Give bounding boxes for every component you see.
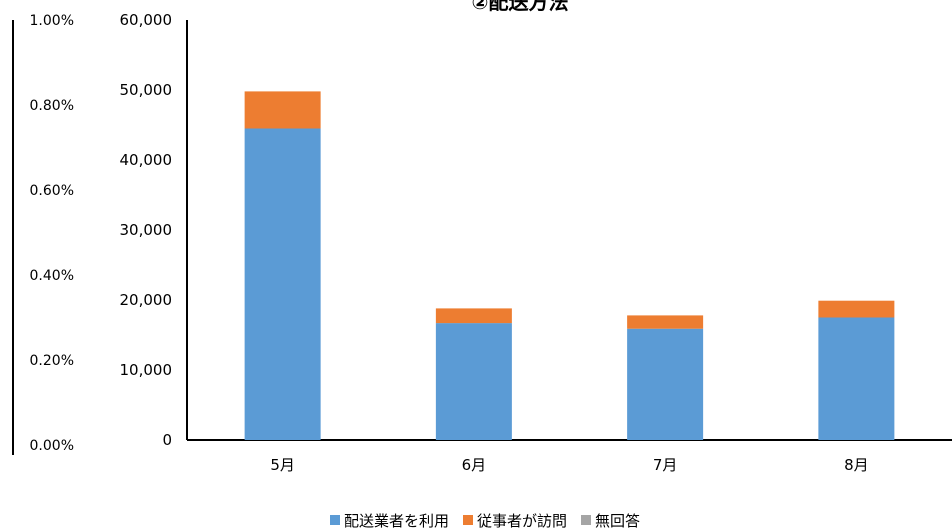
- secondary-y-tick-label-2: 0.40%: [30, 268, 74, 284]
- legend-label-staff-visit: 従事者が訪問: [477, 511, 568, 530]
- x-tick-label-0: 5月: [270, 456, 295, 474]
- legend-item-delivery-company: 配送業者を利用: [330, 510, 449, 531]
- bar-3-series-1: [818, 300, 895, 318]
- bar-2-series-1: [627, 315, 704, 329]
- legend: 配送業者を利用 従事者が訪問 無回答: [330, 510, 640, 530]
- secondary-y-tick-label-5: 1.00%: [30, 13, 74, 29]
- legend-label-no-answer: 無回答: [595, 511, 641, 530]
- legend-label-delivery-company: 配送業者を利用: [344, 511, 450, 530]
- x-tick-label-3: 8月: [844, 456, 869, 474]
- bar-1-series-1: [435, 308, 512, 324]
- y-tick-label-6: 60,000: [120, 11, 173, 29]
- y-tick-label-3: 30,000: [120, 221, 173, 239]
- bar-2-series-0: [627, 328, 704, 440]
- secondary-y-tick-label-1: 0.20%: [30, 353, 74, 369]
- legend-swatch-delivery-company: [330, 515, 340, 525]
- legend-item-no-answer: 無回答: [581, 510, 640, 531]
- chart-title: ②配送方法: [472, 0, 569, 14]
- bar-0-series-0: [244, 128, 321, 440]
- x-tick-label-1: 6月: [462, 456, 487, 474]
- y-tick-label-1: 10,000: [120, 361, 173, 379]
- ticks-layer: 0 10,000 20,000 30,000 40,000 50,000 60,000 0.0…: [30, 11, 869, 474]
- y-tick-label-4: 40,000: [120, 151, 173, 169]
- bar-1-series-0: [435, 323, 512, 440]
- x-tick-label-2: 7月: [653, 456, 678, 474]
- y-tick-label-5: 50,000: [120, 81, 173, 99]
- legend-item-staff-visit: 従事者が訪問: [463, 510, 567, 531]
- y-tick-label-0: 0: [162, 431, 172, 449]
- legend-swatch-staff-visit: [463, 515, 474, 525]
- y-tick-label-2: 20,000: [120, 291, 173, 309]
- legend-swatch-no-answer: [581, 515, 592, 525]
- bar-0-series-1: [244, 91, 321, 129]
- bar-3-series-0: [818, 317, 895, 440]
- secondary-y-tick-label-0: 0.00%: [30, 438, 74, 454]
- bars-layer: [244, 91, 895, 440]
- secondary-y-tick-label-3: 0.60%: [30, 183, 74, 199]
- secondary-y-tick-label-4: 0.80%: [30, 98, 74, 114]
